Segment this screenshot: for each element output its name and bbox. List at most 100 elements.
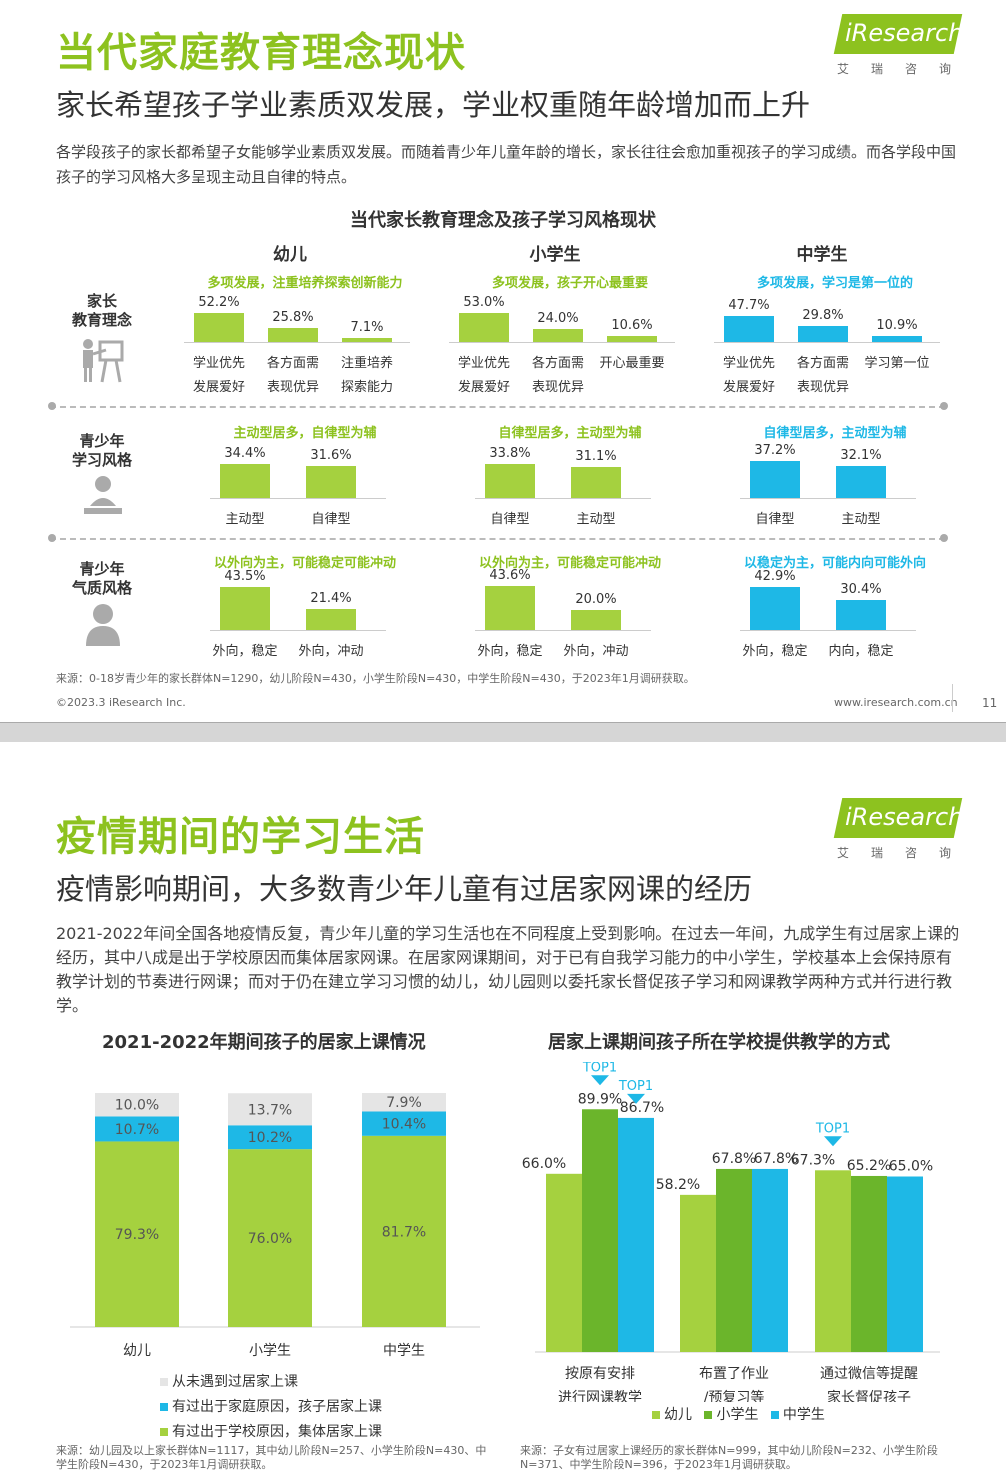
category-label: 外向，稳定 [212, 644, 278, 659]
column-header-kindergarten: 幼儿 [273, 245, 307, 265]
bar [306, 466, 356, 498]
bar [752, 1168, 788, 1352]
column-header-middle: 中学生 [796, 245, 848, 265]
chart-title: 当代家长教育理念及孩子学习风格现状 [350, 210, 656, 231]
category-label: 自律型 [755, 512, 795, 527]
bar [306, 608, 356, 630]
stack-segment [362, 1111, 446, 1136]
bar [546, 1173, 582, 1352]
category-label: 通过微信等提醒 [820, 1365, 918, 1382]
bar [836, 465, 886, 498]
category-label: 自律型 [311, 512, 351, 527]
segment-value-label: 10.2% [248, 1130, 292, 1146]
bar [716, 1168, 752, 1352]
bar-value-label: 10.6% [611, 318, 653, 334]
panel-header: 主动型居多，自律型为辅 [233, 426, 377, 441]
category-label: 学习第一位 [864, 356, 930, 371]
copyright: ©2023.3 iResearch Inc. [56, 696, 186, 709]
bar-value-label: 25.8% [272, 309, 314, 325]
segment-value-label: 10.4% [382, 1117, 426, 1133]
bar-value-label: 7.1% [350, 320, 384, 336]
category-label: 开心最重要 [599, 356, 665, 371]
panel-header: 多项发展，注重培养探索创新能力 [207, 276, 403, 291]
category-label: 小学生 [249, 1343, 291, 1359]
bar-value-label: 89.9% [578, 1091, 622, 1107]
panel-header: 多项发展，学习是第一位的 [756, 276, 913, 291]
panel-baseline [184, 342, 410, 343]
category-label: 家长督促孩子 [827, 1389, 911, 1402]
bar-value-label: 30.4% [840, 581, 882, 597]
bar [485, 464, 535, 498]
bar-value-label: 58.2% [656, 1177, 700, 1193]
bar-value-label: 65.0% [889, 1159, 933, 1175]
category-label: 外向，稳定 [742, 644, 808, 659]
segment-value-label: 79.3% [115, 1227, 159, 1243]
row-label-learning-style: 青少年 学习风格 [71, 432, 132, 469]
source-note: 来源：0-18岁青少年的家长群体N=1290，幼儿阶段N=430，小学生阶段N=… [56, 672, 695, 685]
category-label: 主动型 [841, 512, 881, 527]
bar-value-label: 65.2% [847, 1158, 891, 1174]
bar-value-label: 67.3% [791, 1152, 835, 1168]
page-subtitle: 家长希望孩子学业素质双发展，学业权重随年龄增加而上升 [56, 88, 811, 122]
bar [571, 610, 621, 630]
category-label: 进行网课教学 [558, 1390, 642, 1402]
legend-item: 幼儿 [652, 1407, 692, 1423]
right-legend: 幼儿 小学生 中学生 [652, 1404, 825, 1424]
panel-header: 自律型居多，主动型为辅 [763, 426, 907, 441]
category-label: 外向，稳定 [477, 644, 543, 659]
bar [618, 1117, 654, 1352]
category-label: 学业优先 发展爱好 [722, 356, 775, 395]
student-icon [80, 472, 126, 522]
stack-segment [228, 1093, 312, 1126]
column-header-primary: 小学生 [529, 245, 581, 265]
person-icon [82, 600, 124, 652]
stack-segment [95, 1141, 179, 1327]
panel-baseline [449, 342, 675, 343]
stack-segment [362, 1093, 446, 1112]
bar [194, 313, 244, 342]
row-separator [50, 406, 945, 408]
bar-value-label: 52.2% [198, 295, 240, 311]
top1-arrow-icon [824, 1136, 842, 1147]
category-label: 按原有安排 [565, 1366, 635, 1382]
category-label: 学业优先 发展爱好 [192, 356, 245, 395]
bar [220, 463, 270, 498]
left-legend: 从未遇到过居家上课 有过出于家庭原因，孩子居家上课 有过出于学校原因，集体居家上… [160, 1370, 382, 1445]
bar [815, 1170, 851, 1352]
panel-header: 以外向为主，可能稳定可能冲动 [478, 556, 661, 571]
category-label: 内向，稳定 [828, 644, 894, 659]
bar-value-label: 86.7% [620, 1100, 664, 1116]
stacked-bar-chart: 79.3% 10.7% 10.0% 幼儿 76.0% 10.2% 13.7% 小学生 81.7%… [70, 1093, 480, 1359]
bar-value-label: 21.4% [310, 590, 352, 606]
top1-badge: TOP1 [815, 1121, 850, 1136]
top1-arrow-icon [627, 1093, 645, 1104]
segment-value-label: 10.7% [115, 1122, 159, 1138]
page-title-2: 疫情期间的学习生活 [56, 814, 425, 860]
category-label: /预复习等 [704, 1389, 765, 1402]
bar [750, 460, 800, 498]
category-label: 各方面需 表现优异 [796, 356, 849, 395]
bar [342, 338, 392, 342]
bar [836, 599, 886, 630]
right-chart-title: 居家上课期间孩子所在学校提供教学的方式 [548, 1032, 890, 1053]
bar-value-label: 42.9% [754, 569, 796, 585]
bar-value-label: 31.6% [310, 448, 352, 464]
bar-value-label: 43.5% [224, 568, 266, 584]
bar [851, 1175, 887, 1352]
category-label: 布置了作业 [699, 1366, 769, 1382]
bar [571, 466, 621, 498]
category-label: 各方面需 表现优异 [266, 356, 319, 395]
row-separator [50, 538, 945, 540]
iresearch-logo: iResearch 艾瑞咨询 [833, 14, 963, 86]
stack-segment [95, 1093, 179, 1117]
page-title: 当代家庭教育理念现状 [56, 30, 466, 76]
bar-value-label: 24.0% [537, 310, 579, 326]
bar-value-label: 29.8% [802, 307, 844, 323]
top1-badge: TOP1 [618, 1079, 653, 1094]
legend-item: 从未遇到过居家上课 [160, 1370, 382, 1395]
intro-paragraph: 各学段孩子的家长都希望子女能够学业素质双发展。而随着青少年儿童年龄的增长，家长往… [56, 143, 957, 186]
segment-value-label: 76.0% [248, 1231, 292, 1247]
top1-badge: TOP1 [582, 1062, 617, 1075]
teacher-icon [78, 336, 126, 388]
bar [798, 325, 848, 342]
